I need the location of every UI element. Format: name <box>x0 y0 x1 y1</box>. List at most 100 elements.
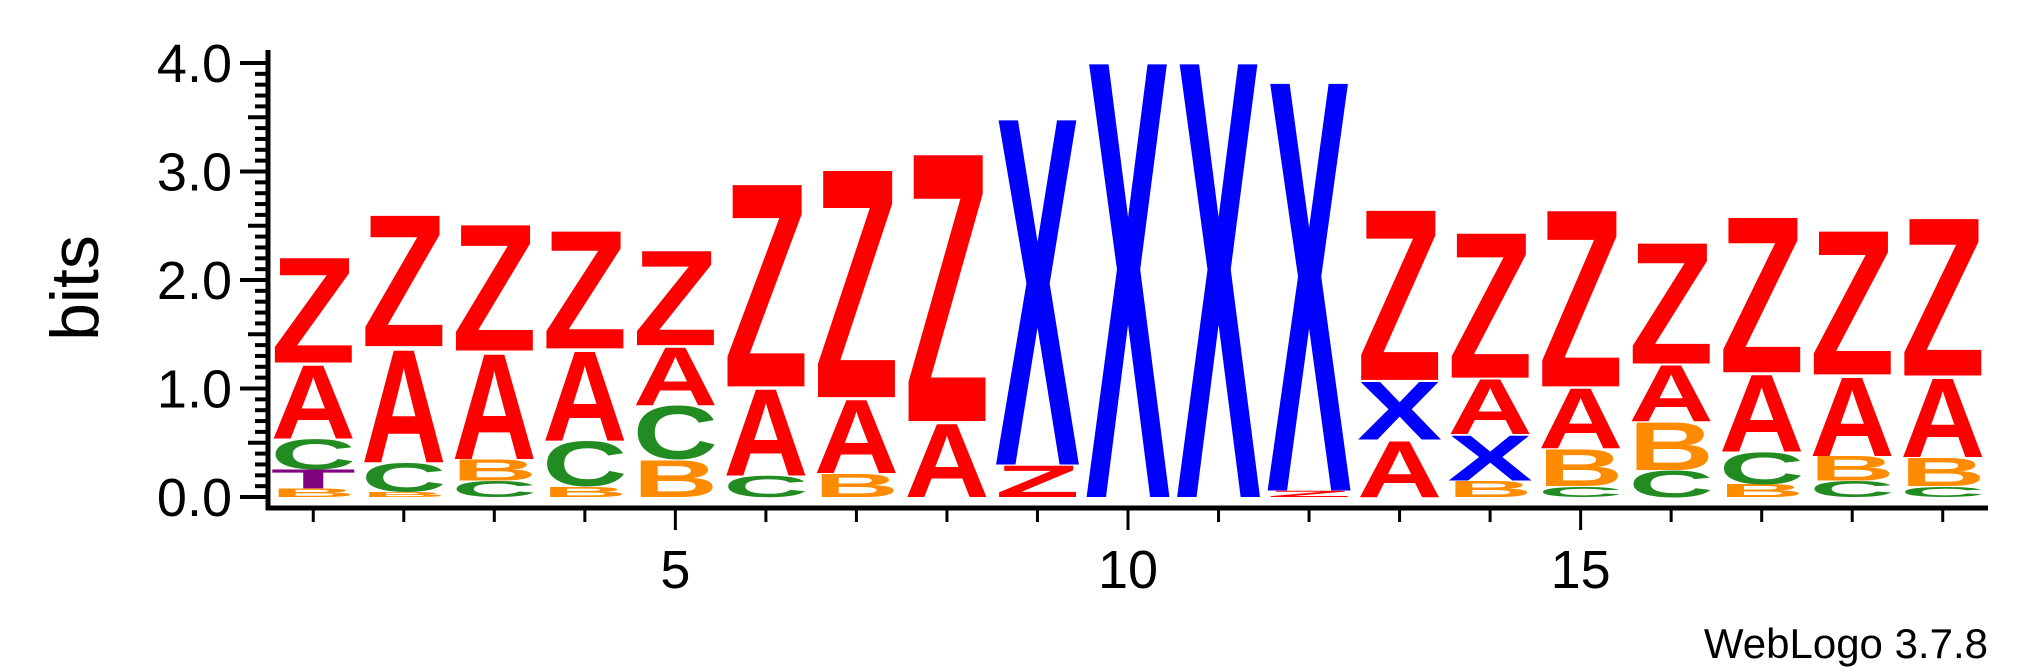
glyph-B: B <box>814 467 899 504</box>
glyph-Z: Z <box>904 71 989 503</box>
glyph-A: A <box>904 401 989 519</box>
glyph-A: A <box>271 343 356 461</box>
svg-text:Z: Z <box>1810 188 1895 419</box>
svg-text:C: C <box>542 429 627 500</box>
glyph-Z: Z <box>1629 207 1714 401</box>
glyph-Z: Z <box>1448 188 1533 422</box>
svg-text:A: A <box>1538 370 1623 467</box>
glyph-A: A <box>1900 354 1985 482</box>
logo-column-6: CAZ <box>723 122 808 504</box>
glyph-Z: Z <box>1719 169 1804 420</box>
y-axis-title: bits <box>37 235 113 341</box>
svg-text:B: B <box>1538 439 1623 498</box>
svg-text:Z: Z <box>1357 158 1442 432</box>
svg-text:B: B <box>1810 449 1895 488</box>
y-tick-label: 1.0 <box>157 360 232 420</box>
svg-text:B: B <box>1900 449 1985 495</box>
svg-text:C: C <box>361 454 446 500</box>
svg-text:C: C <box>1900 483 1985 500</box>
svg-text:Z: Z <box>452 187 537 390</box>
glyph-B: B <box>1538 439 1623 498</box>
glyph-B: B <box>1810 449 1895 488</box>
svg-text:Z: Z <box>1900 169 1985 423</box>
svg-text:B: B <box>814 467 899 504</box>
logo-column-9: ZX <box>995 14 1081 572</box>
glyph-Z: Z <box>723 122 808 449</box>
glyph-A: A <box>1629 349 1714 438</box>
svg-text:A: A <box>542 325 627 469</box>
svg-text:Z: Z <box>361 175 446 387</box>
svg-text:X: X <box>1357 364 1442 458</box>
glyph-T: T <box>271 464 356 494</box>
svg-text:Z: Z <box>1267 489 1352 499</box>
svg-text:C: C <box>1810 476 1895 501</box>
svg-text:X: X <box>995 14 1081 572</box>
svg-text:B: B <box>1719 481 1804 501</box>
svg-text:Z: Z <box>271 225 356 395</box>
glyph-C: C <box>723 470 808 504</box>
logo-column-7: BAZ <box>814 99 899 504</box>
svg-text:A: A <box>271 343 356 461</box>
glyph-X: X <box>1357 364 1442 458</box>
glyph-Z: Z <box>995 456 1080 507</box>
logo-column-10: X <box>1085 0 1171 631</box>
glyph-X: X <box>1267 0 1353 616</box>
svg-text:C: C <box>723 470 808 504</box>
glyph-X: X <box>1176 0 1262 631</box>
y-tick-label: 4.0 <box>157 34 232 94</box>
glyph-C: C <box>1538 483 1623 500</box>
y-tick-label: 2.0 <box>157 251 232 311</box>
svg-text:B: B <box>1629 409 1714 485</box>
glyph-C: C <box>1900 483 1985 500</box>
y-tick-label: 0.0 <box>157 468 232 528</box>
svg-text:T: T <box>271 464 356 494</box>
svg-text:B: B <box>361 490 446 499</box>
glyph-B: B <box>271 486 356 500</box>
glyph-B: B <box>452 454 537 488</box>
glyph-A: A <box>1448 363 1533 451</box>
glyph-A: A <box>1538 370 1623 467</box>
svg-text:C: C <box>1719 443 1804 494</box>
glyph-A: A <box>361 317 446 498</box>
glyph-B: B <box>361 490 446 499</box>
svg-text:A: A <box>361 317 446 498</box>
svg-text:C: C <box>271 430 356 477</box>
glyph-C: C <box>452 476 537 501</box>
svg-text:B: B <box>271 486 356 500</box>
glyph-X: X <box>1085 0 1171 631</box>
glyph-A: A <box>1719 353 1804 476</box>
glyph-B: B <box>1900 449 1985 495</box>
svg-text:C: C <box>1629 463 1714 505</box>
glyph-Z: Z <box>271 225 356 395</box>
logo-column-11: X <box>1176 0 1262 631</box>
svg-text:Z: Z <box>1629 207 1714 401</box>
svg-text:A: A <box>723 362 808 502</box>
svg-text:C: C <box>452 476 537 501</box>
svg-text:B: B <box>1448 476 1533 501</box>
x-tick-label: 5 <box>660 540 690 600</box>
glyph-A: A <box>1357 425 1442 514</box>
glyph-B: B <box>1448 476 1533 501</box>
svg-text:A: A <box>1357 425 1442 514</box>
svg-text:A: A <box>1629 349 1714 438</box>
svg-text:Z: Z <box>633 222 718 374</box>
svg-text:Z: Z <box>723 122 808 449</box>
glyph-C: C <box>1719 443 1804 494</box>
glyph-B: B <box>542 483 627 500</box>
glyph-C: C <box>1629 463 1714 505</box>
svg-text:A: A <box>814 378 899 496</box>
logo-column-8: AZ <box>904 71 989 520</box>
glyph-X: X <box>1448 422 1533 495</box>
svg-text:B: B <box>633 449 718 508</box>
svg-text:X: X <box>1448 422 1533 495</box>
svg-text:X: X <box>1085 0 1171 631</box>
